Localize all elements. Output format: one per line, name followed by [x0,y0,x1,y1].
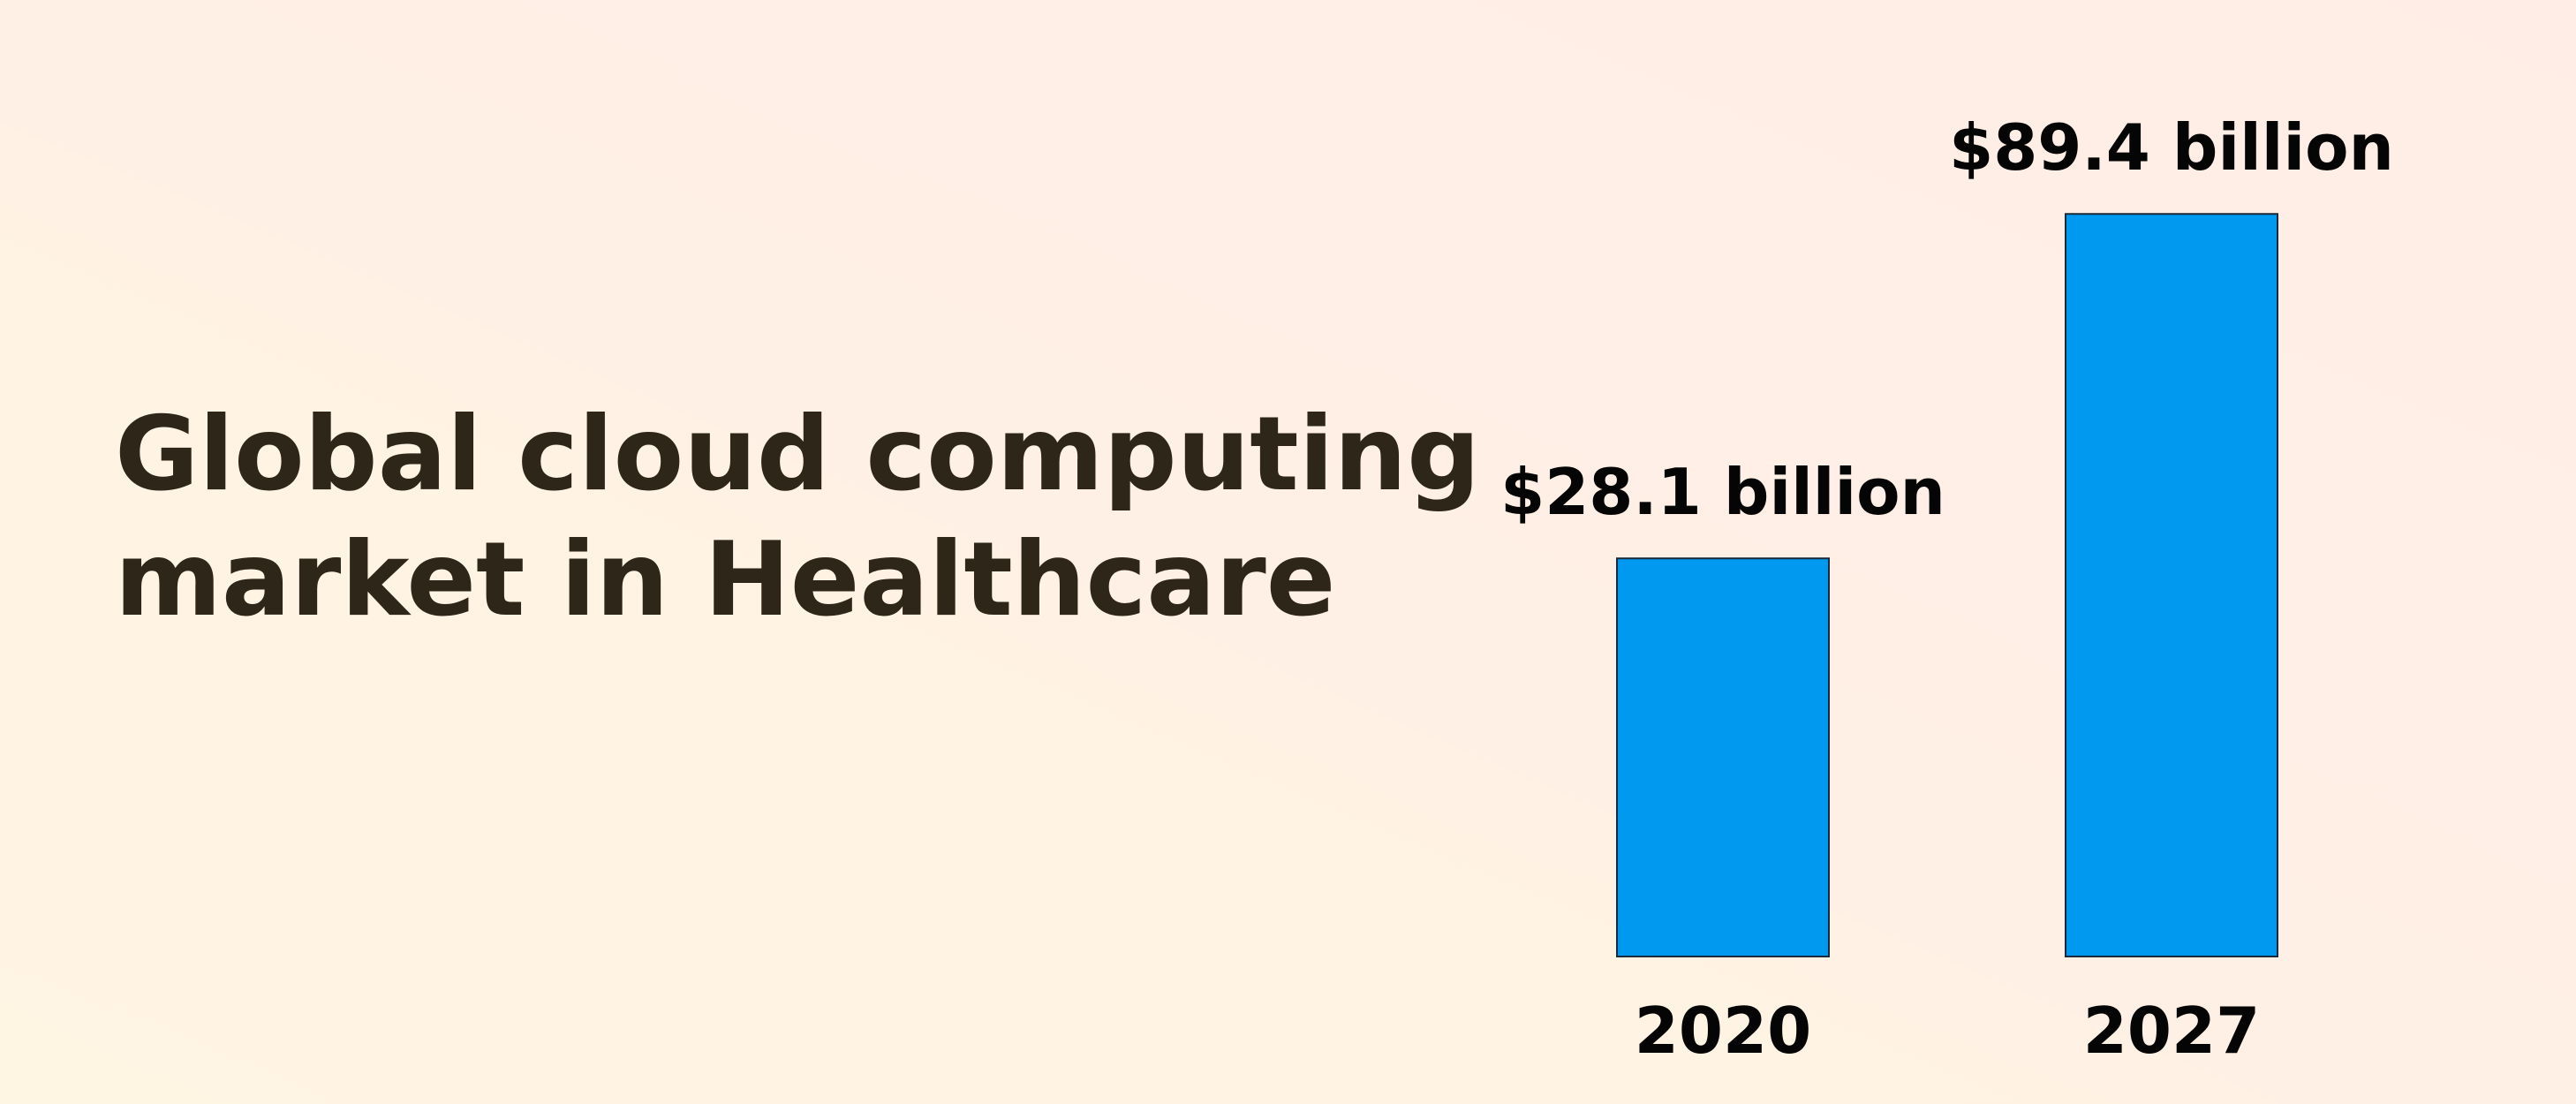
chart-title-line-2: market in Healthcare [115,520,1335,639]
bar-2027 [2065,213,2278,958]
category-label-2020: 2020 [1635,994,1811,1068]
chart-title-line-1: Global cloud computing [115,395,1480,514]
bar-2020 [1616,557,1830,957]
value-label-2020: $28.1 billion [1500,455,1945,529]
bars: $28.1 billion 2020 $89.4 billion 2027 [1500,110,2394,1068]
category-label-2027: 2027 [2083,994,2260,1068]
value-label-2027: $89.4 billion [1949,110,2394,185]
